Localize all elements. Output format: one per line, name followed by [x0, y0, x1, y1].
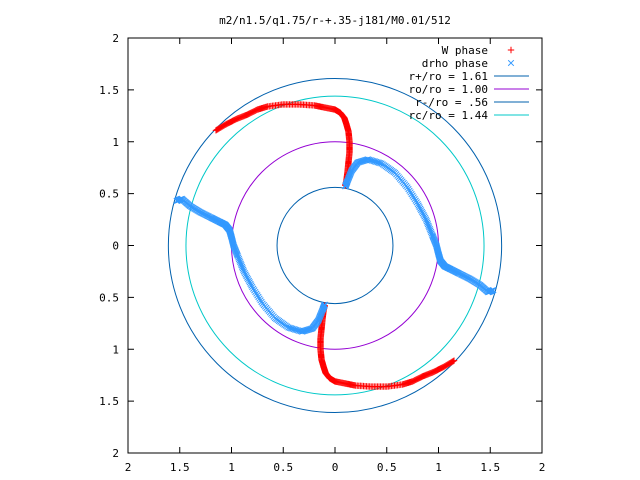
point-s2-a2-80 — [249, 283, 256, 291]
x-tick-label: 1 — [228, 461, 235, 474]
x-tick-label: 0 — [332, 461, 339, 474]
point-s2-a1-85 — [418, 208, 426, 215]
point-s2-a1-86 — [419, 210, 426, 217]
point-s2-a1-89 — [422, 214, 429, 222]
y-tick-label: 1.5 — [99, 395, 119, 408]
point-s1-a1-200 — [212, 127, 220, 134]
y-tick-label: 0.5 — [99, 291, 119, 304]
x-tick-label: 1.5 — [480, 461, 500, 474]
point-s1-a2-200 — [450, 357, 458, 364]
point-s2-a1-83 — [417, 205, 424, 212]
circle-4 — [185, 95, 485, 396]
point-s2-a1-82 — [416, 203, 423, 211]
point-s2-a2-89 — [241, 269, 248, 277]
x-tick-label: 2 — [125, 461, 132, 474]
point-s2-a1-81 — [415, 202, 422, 209]
legend-label-3: r+/ro = 1.61 — [409, 70, 488, 83]
legend-marker-2 — [507, 59, 515, 67]
point-s2-a1-80 — [414, 200, 421, 208]
data-series — [173, 101, 497, 390]
y-tick-label: 2 — [112, 32, 119, 45]
point-s2-a2-81 — [248, 282, 255, 289]
point-s2-a2-86 — [244, 274, 251, 281]
x-tick-label: 1 — [435, 461, 442, 474]
point-s2-a2-200 — [173, 197, 180, 205]
point-s2-a1-200 — [490, 286, 497, 294]
point-s2-a2-84 — [245, 277, 253, 284]
x-tick-label: 2 — [539, 461, 546, 474]
point-s2-a1-84 — [417, 207, 425, 214]
point-s2-a2-88 — [242, 271, 249, 278]
point-s1-a2-199 — [449, 358, 457, 365]
point-s2-a2-87 — [243, 272, 250, 280]
circle-1 — [167, 77, 503, 414]
legend-label-2: drho phase — [422, 57, 488, 70]
y-tick-label: 0 — [112, 240, 119, 253]
point-s2-a1-88 — [421, 213, 428, 220]
series-1 — [212, 101, 458, 390]
point-s2-a2-83 — [246, 279, 253, 286]
y-tick-label: 1 — [112, 343, 119, 356]
x-tick-label: 1.5 — [170, 461, 190, 474]
y-tick-label: 2 — [112, 447, 119, 460]
legend-label-1: W phase — [442, 44, 488, 57]
reference-circles — [167, 77, 503, 414]
point-s1-a1-199 — [213, 126, 221, 133]
legend-label-4: ro/ro = 1.00 — [409, 83, 488, 96]
series-2 — [173, 156, 497, 335]
circle-2 — [231, 141, 439, 350]
y-tick-label: 1 — [112, 136, 119, 149]
x-tick-label: 0.5 — [273, 461, 293, 474]
plot-frame — [127, 37, 543, 454]
chart-title: m2/n1.5/q1.75/r-+.35-j181/M0.01/512 — [219, 14, 451, 27]
point-s2-a1-87 — [420, 211, 427, 219]
legend-label-6: rc/ro = 1.44 — [409, 109, 489, 122]
circle-3 — [276, 186, 394, 305]
x-tick-label: 0.5 — [377, 461, 397, 474]
legend-marker-1 — [507, 46, 515, 54]
point-s2-a2-85 — [244, 276, 252, 283]
y-tick-label: 0.5 — [99, 188, 119, 201]
y-tick-label: 1.5 — [99, 84, 119, 97]
point-s2-a2-82 — [247, 280, 254, 288]
legend-label-5: r-/ro = .56 — [415, 96, 488, 109]
